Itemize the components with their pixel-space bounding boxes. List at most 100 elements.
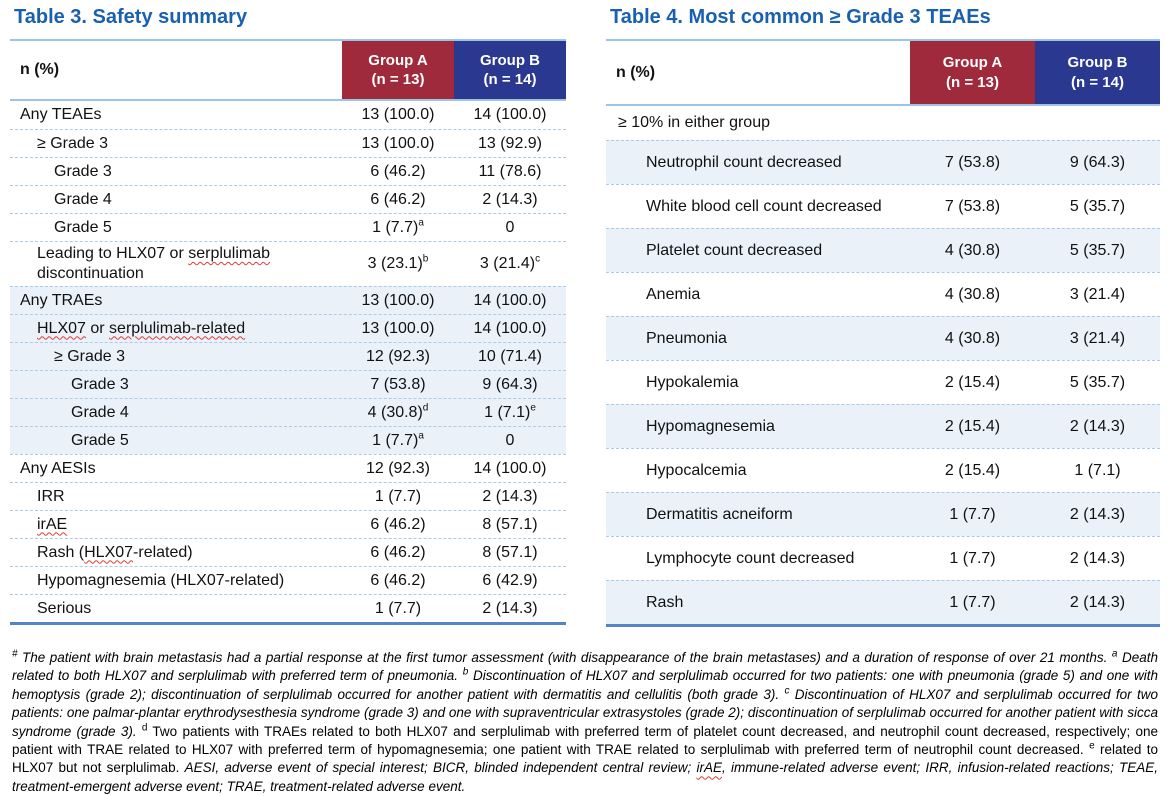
table-subheader-row: ≥ 10% in either group <box>606 106 1160 140</box>
value-cell: 1 (7.7) <box>949 593 996 611</box>
value-cell: 8 (57.1) <box>482 543 538 561</box>
table3-header-row: n (%) Group A (n = 13) Group B (n = 14) <box>10 41 566 101</box>
table3-body: Any TEAEs 13 (100.0) 14 (100.0) ≥ Grade 3 13… <box>10 101 566 622</box>
footnote-marker: b <box>462 666 469 678</box>
label-text: Anemia <box>646 285 701 303</box>
tables-row: Table 3. Safety summary n (%) Group A (n… <box>10 4 1160 627</box>
value-cell: 6 (46.2) <box>370 571 426 589</box>
value-cell: 1 (7.7) <box>374 599 422 617</box>
label-text: Rash ( <box>37 543 85 561</box>
table4-col-header-group-a: Group A (n = 13) <box>910 41 1035 104</box>
row-label: Rash (HLX07-related) <box>10 541 342 565</box>
value-cell: 2 (15.4) <box>944 373 1001 391</box>
value-cell: 1 (7.7)a <box>372 430 424 449</box>
table-row: ≥ Grade 3 13 (100.0) 13 (92.9) <box>10 129 566 157</box>
value-cell: 6 (42.9) <box>482 571 538 589</box>
row-label: Hypomagnesemia <box>606 415 910 439</box>
group-b-n: (n = 14) <box>483 71 537 88</box>
value-cell: 12 (92.3) <box>365 347 431 365</box>
row-label: Anemia <box>606 283 910 307</box>
row-label: Any TRAEs <box>10 289 342 313</box>
table3-title: Table 3. Safety summary <box>14 6 248 28</box>
label-text: Any TEAEs <box>20 106 102 123</box>
value-cell: 7 (53.8) <box>944 197 1001 215</box>
label-text: or <box>85 319 110 337</box>
table-row: Anemia 4 (30.8) 3 (21.4) <box>606 272 1160 316</box>
table-row: irAE 6 (46.2) 8 (57.1) <box>10 510 566 538</box>
value-cell: 11 (78.6) <box>478 162 542 180</box>
value-cell: 14 (100.0) <box>473 459 547 477</box>
value-cell: 2 (14.3) <box>482 487 538 505</box>
misspelled-word: serplulimab-related <box>109 319 246 337</box>
value-cell: 5 (35.7) <box>1069 373 1126 391</box>
table3-col-header-n-pct: n (%) <box>20 61 60 78</box>
table-row: Grade 4 6 (46.2) 2 (14.3) <box>10 185 566 213</box>
footnote-text: related to HLX07 but not serplulimab. <box>12 742 1158 776</box>
group-b-n: (n = 14) <box>1071 73 1124 91</box>
table-row: ≥ Grade 3 12 (92.3) 10 (71.4) <box>10 342 566 370</box>
row-label: Any TEAEs <box>10 103 342 127</box>
value-cell: 6 (46.2) <box>370 543 426 561</box>
row-label: Grade 3 <box>10 160 342 184</box>
value-cell: 2 (15.4) <box>944 417 1001 435</box>
footnote-text: Death related to both HLX07 and serpluli… <box>12 650 1158 684</box>
table-row: Dermatitis acneiform 1 (7.7) 2 (14.3) <box>606 492 1160 536</box>
label-text: Grade 3 <box>54 162 112 180</box>
value-cell: 2 (14.3) <box>1069 505 1126 523</box>
value-cell: 6 (46.2) <box>370 162 426 180</box>
label-text: White blood cell count decreased <box>646 197 882 215</box>
row-label: Hypokalemia <box>606 371 910 395</box>
value-cell: 9 (64.3) <box>482 375 538 393</box>
row-label: Grade 4 <box>10 401 342 425</box>
table4-header-row: n (%) Group A (n = 13) Group B (n = 14) <box>606 41 1160 106</box>
value-cell: 5 (35.7) <box>1069 197 1126 215</box>
value-cell: 1 (7.1) <box>1074 461 1121 479</box>
row-label: Grade 4 <box>10 188 342 212</box>
value-cell: 2 (14.3) <box>1069 417 1126 435</box>
value-cell: 7 (53.8) <box>944 153 1001 171</box>
table-row: Any TRAEs 13 (100.0) 14 (100.0) <box>10 286 566 314</box>
value-cell: 10 (71.4) <box>477 347 543 365</box>
row-label: ≥ Grade 3 <box>10 345 342 369</box>
table4-col-header-n-pct: n (%) <box>616 63 656 81</box>
value-cell: 2 (14.3) <box>1069 593 1126 611</box>
row-label: Serious <box>10 597 342 621</box>
label-text: Grade 4 <box>71 403 129 421</box>
footnote-text: , immune-related adverse event; IRR, inf… <box>12 760 1158 794</box>
subheader-label: ≥ 10% in either group <box>618 114 770 131</box>
row-label: Leading to HLX07 or serplulimab disconti… <box>10 242 342 286</box>
table-row: HLX07 or serplulimab-related 13 (100.0) 14… <box>10 314 566 342</box>
value-cell: 3 (21.4)c <box>479 253 541 272</box>
label-text: Grade 5 <box>71 431 129 449</box>
value-cell: 3 (21.4) <box>1069 329 1126 347</box>
group-b-name: Group B <box>480 51 540 69</box>
value-cell: 7 (53.8) <box>370 375 426 393</box>
footnote-marker: a <box>1111 648 1118 660</box>
label-text: Leading to HLX07 or <box>37 245 189 262</box>
label-text: Hypocalcemia <box>646 461 747 479</box>
value-cell: 6 (46.2) <box>370 190 426 208</box>
table-row: IRR 1 (7.7) 2 (14.3) <box>10 482 566 510</box>
value-cell: 1 (7.7) <box>949 549 996 567</box>
value-cell: 3 (21.4) <box>1069 285 1126 303</box>
table-row: Serious 1 (7.7) 2 (14.3) <box>10 594 566 622</box>
value-cell: 6 (46.2) <box>370 515 426 533</box>
label-text: Any TRAEs <box>20 291 103 309</box>
footnote-text: Two patients with TRAEs related to both … <box>12 723 1158 758</box>
footnote: # The patient with brain metastasis had … <box>12 649 1158 796</box>
row-label: White blood cell count decreased <box>606 195 910 219</box>
row-label: Grade 3 <box>10 373 342 397</box>
value-cell: 2 (15.4) <box>944 461 1001 479</box>
label-text: Hypokalemia <box>646 373 739 391</box>
row-label: Dermatitis acneiform <box>606 503 910 527</box>
row-label: Grade 5 <box>10 216 342 240</box>
value-cell: 2 (14.3) <box>482 190 538 208</box>
footnote-marker: e <box>1089 740 1095 752</box>
value-cell: 13 (100.0) <box>361 291 435 309</box>
table-row: Grade 4 4 (30.8)d 1 (7.1)e <box>10 398 566 426</box>
label-text: Grade 4 <box>54 190 112 208</box>
label-text: Hypomagnesemia <box>646 417 775 435</box>
label-text: Grade 5 <box>54 218 112 236</box>
row-label: Any AESIs <box>10 457 342 481</box>
